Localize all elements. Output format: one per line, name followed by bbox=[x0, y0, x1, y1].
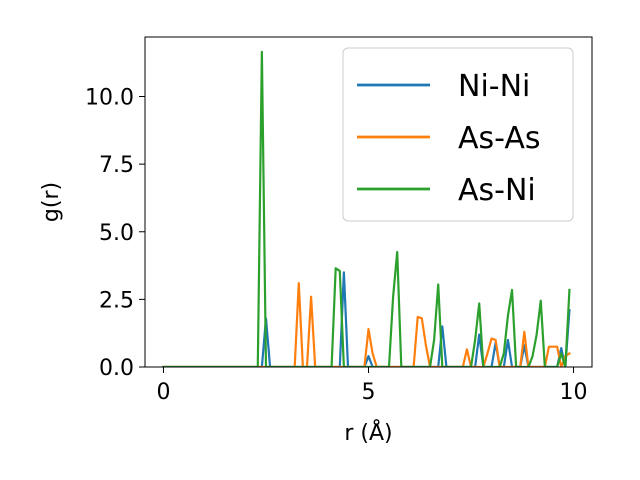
plot-lines bbox=[162, 50, 571, 367]
y-tick-label: 5.0 bbox=[99, 221, 134, 246]
legend: Ni-Ni As-As As-Ni bbox=[342, 47, 574, 222]
x-axis-ticks: 0 5 10 bbox=[156, 367, 588, 405]
legend-label-as-ni: As-Ni bbox=[458, 173, 536, 208]
y-axis-ticks: 0.0 2.5 5.0 7.5 10.0 bbox=[85, 86, 145, 381]
series-line-as-as bbox=[162, 282, 571, 367]
y-tick-label: 2.5 bbox=[99, 288, 134, 313]
x-tick-label: 10 bbox=[560, 380, 588, 405]
series-line-as-ni bbox=[162, 50, 571, 367]
y-tick-label: 0.0 bbox=[99, 356, 134, 381]
x-tick-label: 0 bbox=[156, 380, 170, 405]
y-axis-label: g(r) bbox=[39, 182, 64, 222]
x-axis-label: r (Å) bbox=[344, 419, 392, 446]
legend-box bbox=[342, 47, 574, 222]
y-tick-label: 7.5 bbox=[99, 153, 134, 178]
y-tick-label: 10.0 bbox=[85, 86, 134, 111]
legend-label-as-as: As-As bbox=[458, 121, 540, 156]
legend-label-ni-ni: Ni-Ni bbox=[458, 69, 530, 104]
x-tick-label: 5 bbox=[362, 380, 376, 405]
